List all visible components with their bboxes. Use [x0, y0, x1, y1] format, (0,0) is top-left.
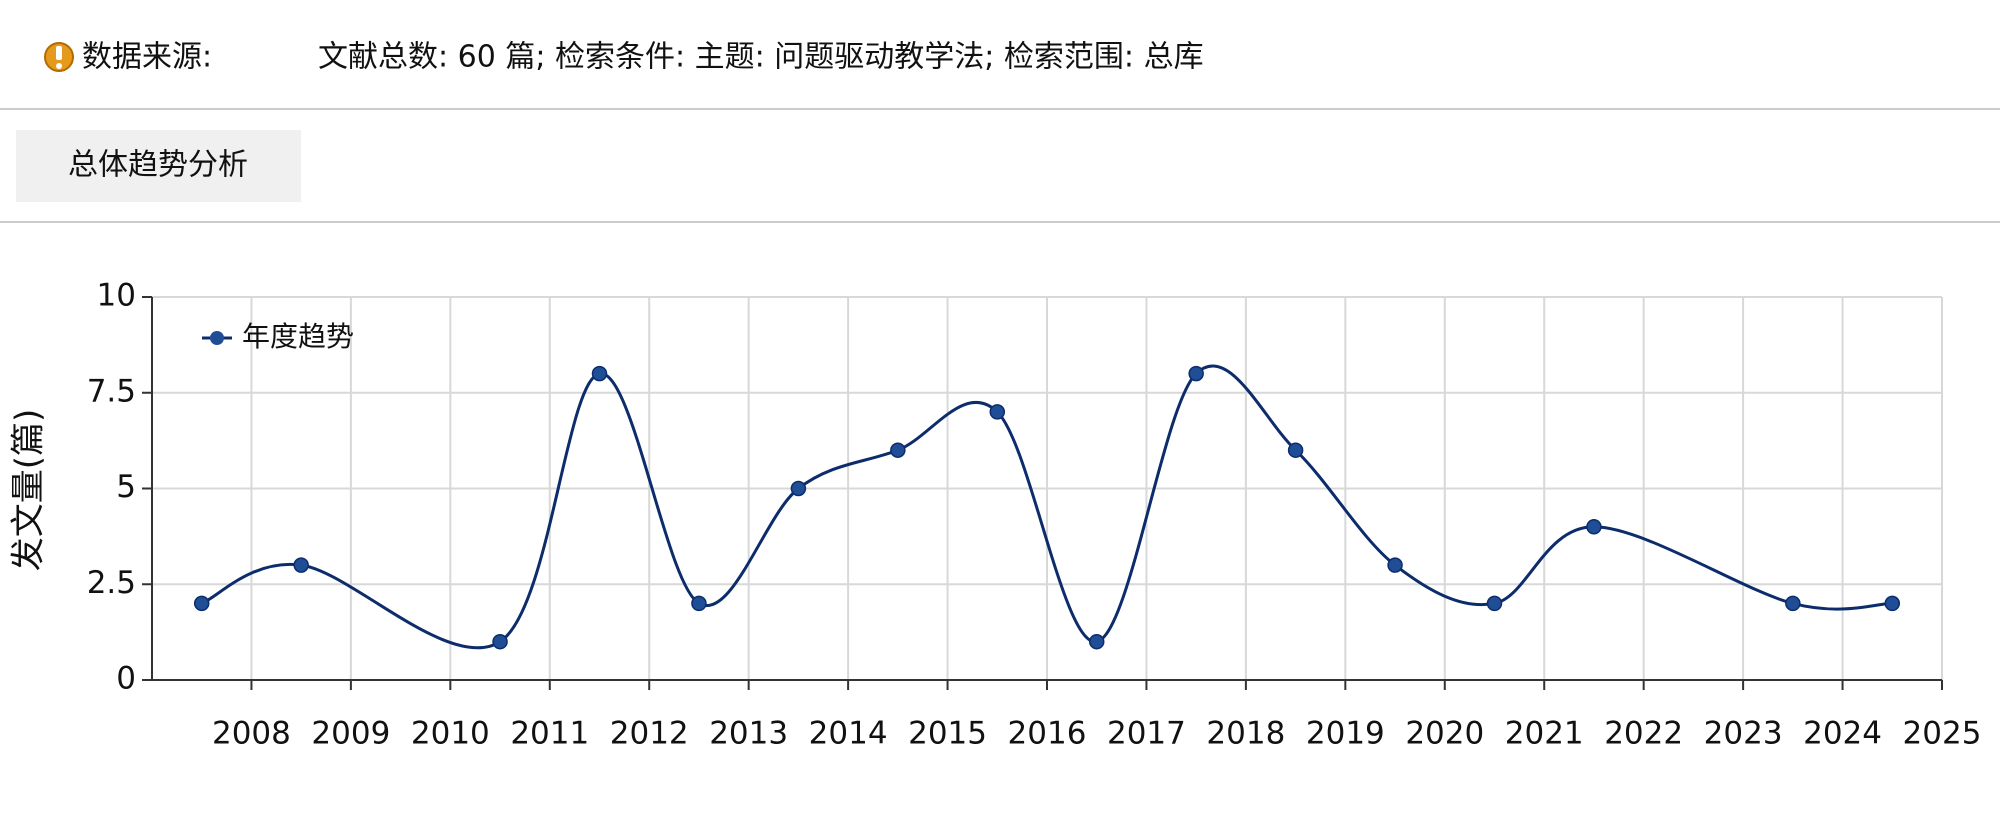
x-tick-label: 2016: [1008, 716, 1087, 752]
x-tick-label: 2013: [709, 716, 788, 752]
tab-label[interactable]: 总体趋势分析: [68, 148, 248, 183]
info-icon-bar: [56, 46, 62, 60]
y-tick-label: 5: [116, 469, 136, 505]
data-point: [1486, 595, 1503, 612]
data-point: [293, 557, 309, 573]
x-tick-label: 2015: [908, 716, 987, 752]
data-point: [492, 633, 508, 650]
data-point: [1088, 633, 1105, 650]
data-point: [1188, 365, 1204, 382]
info-icon-dot: [56, 63, 62, 69]
x-tick-label: 2025: [1903, 716, 1982, 752]
data-point: [790, 480, 807, 497]
x-tick-label: 2012: [610, 716, 689, 752]
legend-label: 年度趋势: [242, 320, 354, 353]
x-tick-label: 2024: [1803, 716, 1882, 752]
y-tick-label: 2.5: [87, 565, 136, 601]
x-tick-label: 2021: [1505, 716, 1584, 752]
y-tick-label: 0: [116, 661, 136, 697]
data-point: [1287, 442, 1304, 458]
source-label: 数据来源:: [82, 40, 212, 75]
x-tick-label: 2014: [809, 716, 888, 752]
data-point: [1785, 595, 1801, 612]
y-tick-label: 7.5: [87, 373, 136, 409]
x-tick-label: 2011: [510, 716, 589, 752]
x-tick-label: 2020: [1405, 716, 1484, 752]
series-line: [201, 364, 1893, 650]
source-text: 文献总数: 60 篇; 检索条件: 主题: 问题驱动教学法; 检索范围: 总库: [318, 40, 1204, 75]
data-point: [591, 365, 608, 382]
x-tick-label: 2022: [1604, 716, 1683, 752]
x-tick-label: 2019: [1306, 716, 1385, 752]
x-tick-label: 2010: [411, 716, 490, 752]
x-tick-label: 2023: [1704, 716, 1783, 752]
data-point: [193, 595, 210, 612]
data-point: [1586, 519, 1602, 535]
data-point: [691, 595, 707, 612]
y-tick-label: 10: [97, 278, 136, 314]
chart: 0 2.5 5 7.5 10 2008 2009 2010 2011 2012 2013 2014 20…: [9, 278, 1982, 752]
x-tick-label: 2009: [311, 716, 390, 752]
data-point: [1387, 557, 1403, 573]
legend-marker: [210, 331, 224, 345]
y-axis-title: 发文量(篇): [9, 409, 49, 572]
tab-button[interactable]: [16, 130, 301, 202]
x-tick-label: 2017: [1107, 716, 1186, 752]
x-tick-label: 2018: [1206, 716, 1285, 752]
data-point: [989, 404, 1006, 420]
x-tick-label: 2008: [212, 716, 291, 752]
data-point: [890, 442, 906, 458]
data-point: [1884, 595, 1901, 612]
